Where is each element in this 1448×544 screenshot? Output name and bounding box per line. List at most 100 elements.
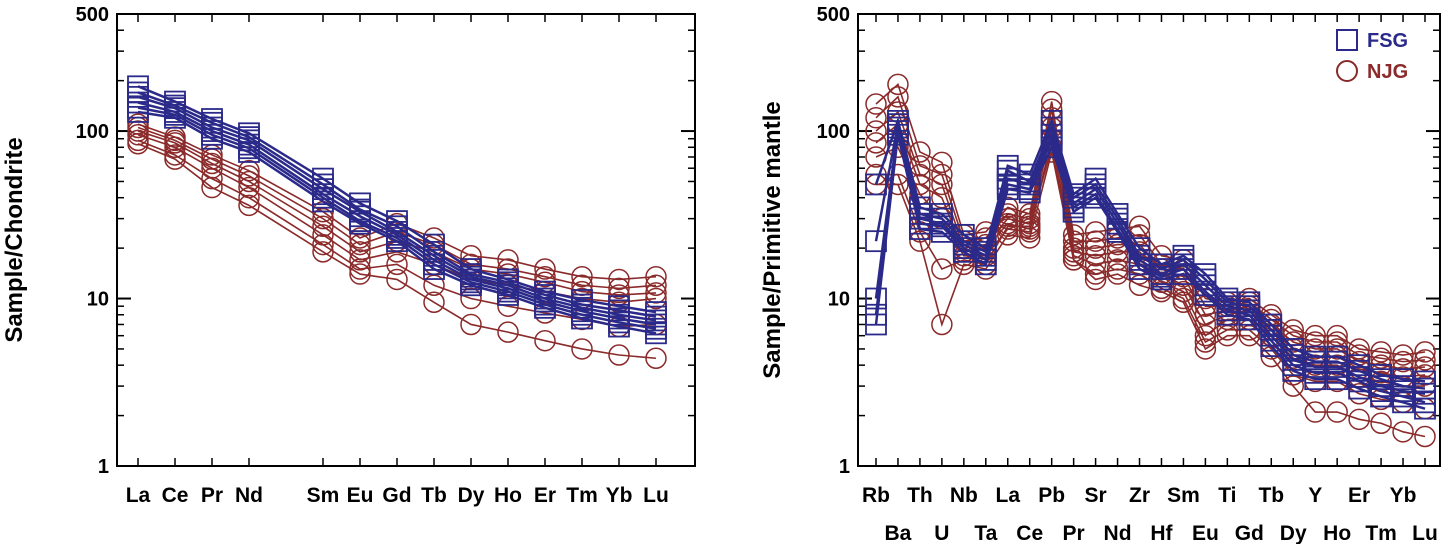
data-point-circle [1128, 274, 1151, 297]
data-point-circle [497, 321, 519, 343]
data-point-square [952, 240, 975, 263]
x-category-label: Sm [307, 484, 340, 507]
x-category-label: Ho [1323, 522, 1351, 544]
x-category-label: Nd [235, 484, 263, 507]
x-category-label: Er [534, 484, 556, 507]
data-point-square [1040, 136, 1063, 159]
data-point-square [974, 253, 997, 276]
data-point-circle [887, 86, 909, 108]
data-point-circle [534, 265, 556, 288]
x-category-label: Yb [606, 484, 633, 507]
data-point-circle [201, 152, 223, 175]
data-point-square [423, 258, 445, 280]
data-point-square [1392, 391, 1414, 414]
x-category-label: Tb [421, 484, 447, 507]
series-line [137, 95, 657, 322]
data-point-square [460, 274, 482, 297]
data-point-square [1062, 200, 1085, 223]
y-tick-label: 1 [98, 456, 109, 478]
x-category-label: Er [1348, 484, 1370, 507]
series-line [137, 106, 657, 330]
x-category-label: Ti [1218, 484, 1236, 507]
x-category-label: Ce [162, 484, 189, 507]
data-point-circle [1106, 263, 1129, 285]
data-point-circle [608, 268, 630, 291]
data-point-square [1128, 258, 1151, 280]
data-point-square [865, 313, 887, 336]
data-point-circle [608, 344, 630, 366]
data-point-circle [349, 258, 371, 280]
data-point-circle [865, 107, 887, 129]
y-tick-label: 100 [817, 121, 850, 143]
x-category-label: U [934, 522, 949, 544]
data-point-circle [1304, 324, 1326, 347]
data-point-circle [1084, 263, 1107, 285]
data-point-square [497, 284, 519, 306]
data-point-square [930, 220, 953, 243]
series-line [874, 123, 1426, 390]
x-category-label: Nb [950, 484, 978, 507]
data-point-circle [931, 173, 953, 196]
data-point-square [312, 190, 334, 213]
x-category-label: Nd [1104, 522, 1132, 544]
data-point-circle [1194, 338, 1217, 360]
data-point-square [534, 296, 556, 319]
series-line [876, 151, 1426, 438]
data-point-square [571, 307, 593, 330]
data-point-circle [1062, 245, 1085, 267]
x-category-label: Tb [1258, 484, 1284, 507]
x-category-label: Ho [494, 484, 522, 507]
data-point-circle [1216, 324, 1239, 347]
data-point-square [608, 315, 630, 338]
series-line [875, 82, 1426, 356]
legend: FSG NJG [1336, 29, 1408, 83]
series-line [875, 95, 1426, 363]
data-point-square [1304, 368, 1327, 391]
y-axis-title: Sample/Chondrite [1, 137, 28, 342]
data-point-circle [1392, 344, 1414, 366]
series-njg [127, 132, 667, 369]
data-point-square [887, 123, 909, 146]
data-point-circle [887, 73, 909, 96]
data-point-circle [1348, 408, 1370, 431]
data-point-circle [865, 132, 887, 154]
plot-frame [857, 13, 1441, 467]
y-tick-label: 1 [839, 456, 850, 478]
data-point-circle [1172, 291, 1195, 314]
x-category-label: Ta [974, 522, 997, 544]
series-line [874, 127, 1426, 395]
data-point-circle [645, 274, 667, 297]
data-point-circle [349, 241, 371, 263]
series-fsg [127, 101, 667, 345]
data-point-circle [1084, 230, 1107, 252]
series-line [874, 130, 1426, 404]
x-category-label: Pr [1063, 522, 1085, 544]
x-category-label: Ba [885, 522, 912, 544]
data-point-circle [386, 268, 408, 291]
data-point-circle [645, 347, 667, 369]
data-point-square [1370, 385, 1392, 408]
legend-label: NJG [1367, 61, 1408, 83]
data-point-circle [909, 230, 931, 252]
data-point-circle [1084, 268, 1107, 291]
data-point-circle [1326, 324, 1348, 347]
data-point-circle [887, 173, 909, 196]
data-point-square [1172, 263, 1195, 285]
data-point-circle [312, 233, 334, 256]
data-point-square [645, 322, 667, 345]
data-point-circle [1370, 412, 1392, 434]
legend-label: FSG [1367, 30, 1408, 52]
data-point-circle [1414, 341, 1436, 363]
data-point-circle [1084, 237, 1107, 259]
y-tick-label: 100 [76, 121, 109, 143]
data-point-circle [1128, 215, 1151, 238]
data-point-circle [312, 241, 334, 263]
x-category-label: La [996, 484, 1021, 507]
data-point-circle [608, 277, 630, 300]
data-point-square [349, 212, 371, 235]
data-point-circle [312, 207, 334, 230]
data-point-circle [201, 176, 223, 199]
x-category-label: Y [1308, 484, 1322, 507]
data-point-square [1018, 181, 1041, 204]
